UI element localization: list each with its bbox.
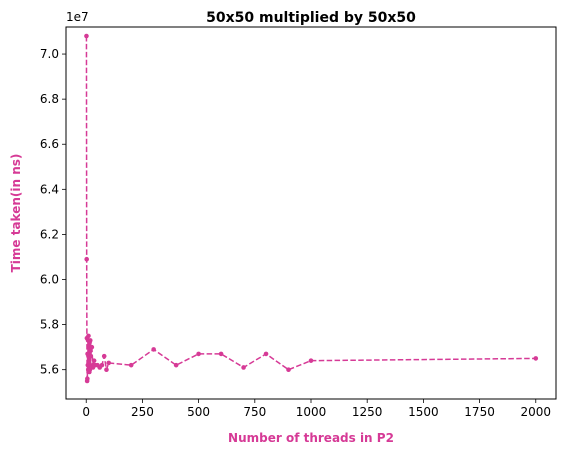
data-point [104, 367, 109, 372]
data-point [85, 376, 90, 382]
y-tick-label: 6.6 [40, 137, 59, 151]
x-tick-label: 1000 [296, 405, 327, 419]
plot-area [66, 27, 556, 399]
data-point [308, 358, 314, 363]
data-point [84, 256, 89, 262]
data-point [91, 358, 97, 363]
data-point [533, 356, 539, 361]
y-tick-label: 6.8 [40, 92, 59, 106]
data-point [218, 351, 224, 357]
x-tick-label: 0 [82, 405, 90, 419]
y-tick-label: 6.2 [40, 227, 59, 241]
data-point [173, 362, 179, 368]
y-tick-label: 5.6 [40, 363, 59, 377]
y-tick-label: 6.4 [40, 182, 59, 196]
x-tick-label: 750 [243, 405, 266, 419]
y-tick-label: 7.0 [40, 47, 59, 61]
y-offset-label: 1e7 [66, 10, 89, 24]
x-tick-label: 2000 [520, 405, 551, 419]
y-axis-label: Time taken(in ns) [9, 154, 23, 273]
y-tick-label: 6.0 [40, 273, 59, 287]
data-point [106, 360, 112, 366]
series-layer [84, 33, 539, 384]
x-tick-label: 1500 [408, 405, 439, 419]
data-point [151, 347, 156, 352]
x-tick-label: 250 [131, 405, 154, 419]
data-point [87, 338, 93, 343]
x-ticks: 0 250 500 750 1000 1250 1500 1750 2000 [82, 399, 551, 419]
data-point [88, 353, 94, 359]
x-tick-label: 1750 [464, 405, 495, 419]
plot-frame [65, 26, 557, 400]
x-tick-label: 1250 [352, 405, 383, 419]
data-point [101, 353, 107, 359]
data-point [196, 351, 201, 357]
y-ticks: 5.6 5.8 6.0 6.2 6.4 6.6 6.8 7.0 [40, 47, 66, 377]
chart-title: 50x50 multiplied by 50x50 [206, 10, 416, 26]
data-point [128, 362, 134, 368]
data-point [89, 344, 95, 350]
data-point [99, 362, 105, 368]
data-point [263, 351, 269, 357]
data-point [84, 33, 89, 39]
y-tick-label: 5.8 [40, 318, 59, 332]
x-axis-label: Number of threads in P2 [228, 431, 394, 445]
data-point [286, 367, 291, 372]
data-point [241, 365, 246, 370]
x-tick-label: 500 [187, 405, 210, 419]
data-point [86, 333, 91, 339]
